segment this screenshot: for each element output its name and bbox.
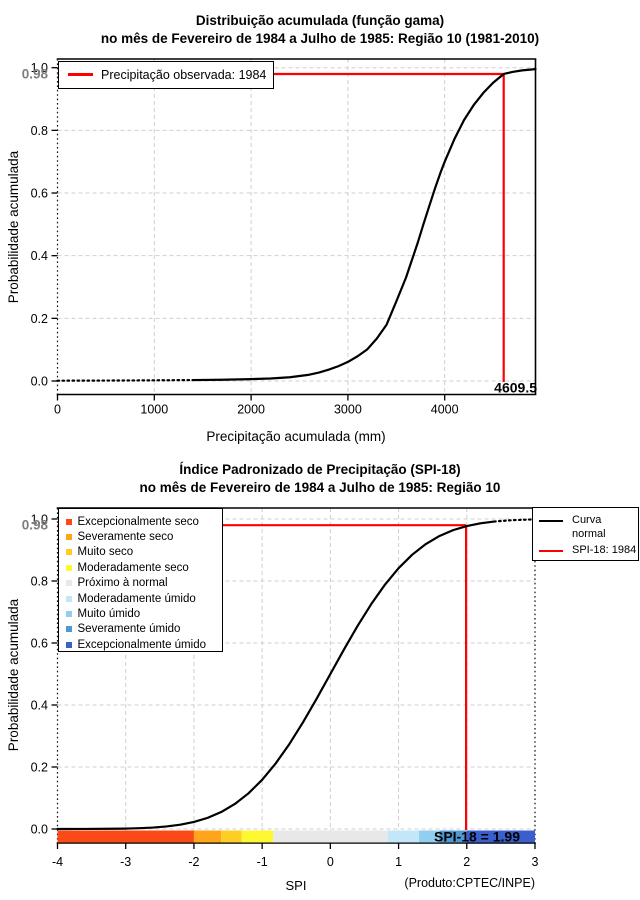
category-color-swatch [65,564,72,571]
line-sample [539,550,563,553]
category-label: Excepcionalmente úmido [77,638,207,651]
y-tick-label: 0.0 [31,375,48,389]
legend-item: Próximo à normal [65,576,222,591]
series-label: SPI-18: 1984 [572,544,637,556]
category-color-swatch [65,518,72,525]
legend-item: Excepcionalmente seco [65,514,222,529]
chart2-yaxis-label: Probabilidade acumulada [6,598,21,752]
category-segment [419,830,440,843]
gamma-cdf-chart: 0 1000 2000 3000 4000 0.0 0.2 0.4 0.6 0.8 1.00.98 4… [22,58,537,417]
category-color-swatch [65,549,72,556]
x-tick-label: 4000 [431,403,459,417]
category-color-swatch [65,595,72,602]
category-color-swatch [65,534,72,541]
category-color-swatch [65,626,72,633]
x-tick-label: -3 [120,855,131,869]
category-color-swatch [65,580,72,587]
probability-098-label: 0.98 [22,66,49,81]
legend-item: Excepcionalmente úmido [65,637,222,652]
category-segment [221,830,242,843]
cdf-curve [56,518,537,831]
spi-category-legend: Excepcionalmente seco Severamente seco Mui… [57,508,223,652]
x-tick-label: -2 [188,855,199,869]
probability-098-label: 0.98 [22,518,49,533]
y-tick-label: 0.8 [31,575,48,589]
x-tick-label: -4 [52,855,63,869]
legend-label: Precipitação observada: 1984 [101,67,267,82]
credit-text: (Produto:CPTEC/INPE) [404,876,535,890]
chart2-series-legend: Curva normal SPI-18: 1984 [532,507,639,561]
category-label: Moderadamente úmido [77,592,196,605]
chart2-xaxis-label: SPI [285,878,307,893]
category-segment [466,830,535,843]
legend-item: Muito úmido [65,606,222,621]
legend-item: Moderadamente seco [65,560,222,575]
legend-item: Curva normal [539,514,638,541]
chart2-subtitle: no mês de Fevereiro de 1984 a Julho de 1… [139,480,501,495]
chart1-yaxis-label: Probabilidade acumulada [6,150,21,304]
x-tick-label: -1 [257,855,268,869]
category-label: Moderadamente seco [77,561,189,574]
x-tick-label: 1000 [140,403,168,417]
category-segment [387,830,420,843]
category-segment [439,830,467,843]
legend-item: SPI-18: 1984 [539,544,638,558]
x-tick-label: 2000 [237,403,265,417]
series-label: Curva normal [572,514,606,540]
y-tick-label: 0.4 [31,249,48,263]
category-segment [57,830,194,843]
x-tick-label: 0 [54,403,61,417]
y-tick-label: 0.2 [31,761,48,775]
category-color-swatch [65,641,72,648]
x-tick-label: 3000 [334,403,362,417]
y-tick-label: 0.6 [31,187,48,201]
y-tick-label: 1.0 [31,61,48,75]
category-segment [273,830,388,843]
observed-x-value-label: SPI-18 = 1.99 [434,829,520,845]
y-tick-label: 1.0 [31,513,48,527]
spi-category-bar [57,830,535,843]
chart1-xaxis-label: Precipitação acumulada (mm) [206,429,386,444]
y-tick-label: 0.8 [31,124,48,138]
gridlines [57,59,536,395]
red-line-sample [68,73,93,76]
x-tick-label: 3 [532,855,539,869]
axis-ticks: 0 1000 2000 3000 4000 0.0 0.2 0.4 0.6 0.8 1.0 [31,61,459,416]
category-label: Severamente úmido [77,623,181,636]
y-tick-label: 0.6 [31,637,48,651]
plot-box [56,58,537,396]
legend-item: Severamente úmido [65,622,222,637]
category-label: Muito úmido [77,608,141,621]
chart1-subtitle: no mês de Fevereiro de 1984 a Julho de 1… [100,31,540,46]
category-label: Muito seco [77,546,134,559]
axis-ticks: -4 -3 -2 -1 0 1 2 3 0.0 0.2 0.4 0.6 0.8 1.0 [31,513,539,870]
category-segment [241,830,274,843]
category-label: Severamente seco [77,531,174,544]
category-label: Excepcionalmente seco [77,515,199,528]
legend-item: Muito seco [65,545,222,560]
chart1-title: Distribuição acumulada (função gama) [195,13,445,28]
y-tick-label: 0.2 [31,312,48,326]
observed-x-value-label: 4609.5 [494,380,537,396]
category-label: Próximo à normal [77,577,168,590]
y-tick-label: 0.4 [31,699,48,713]
x-tick-label: 2 [463,855,470,869]
observed-value-annotation [57,72,505,382]
x-tick-label: 0 [327,855,334,869]
legend-item: Severamente seco [65,529,222,544]
legend-item: Moderadamente úmido [65,591,222,606]
chart1-legend: Precipitação observada: 1984 [58,60,274,89]
cdf-curve [56,68,537,382]
line-sample [539,520,563,523]
x-tick-label: 1 [395,855,402,869]
category-segment [193,830,222,843]
chart2-title: Índice Padronizado de Precipitação (SPI-… [179,462,461,477]
y-tick-label: 0.0 [31,823,48,837]
category-color-swatch [65,611,72,618]
